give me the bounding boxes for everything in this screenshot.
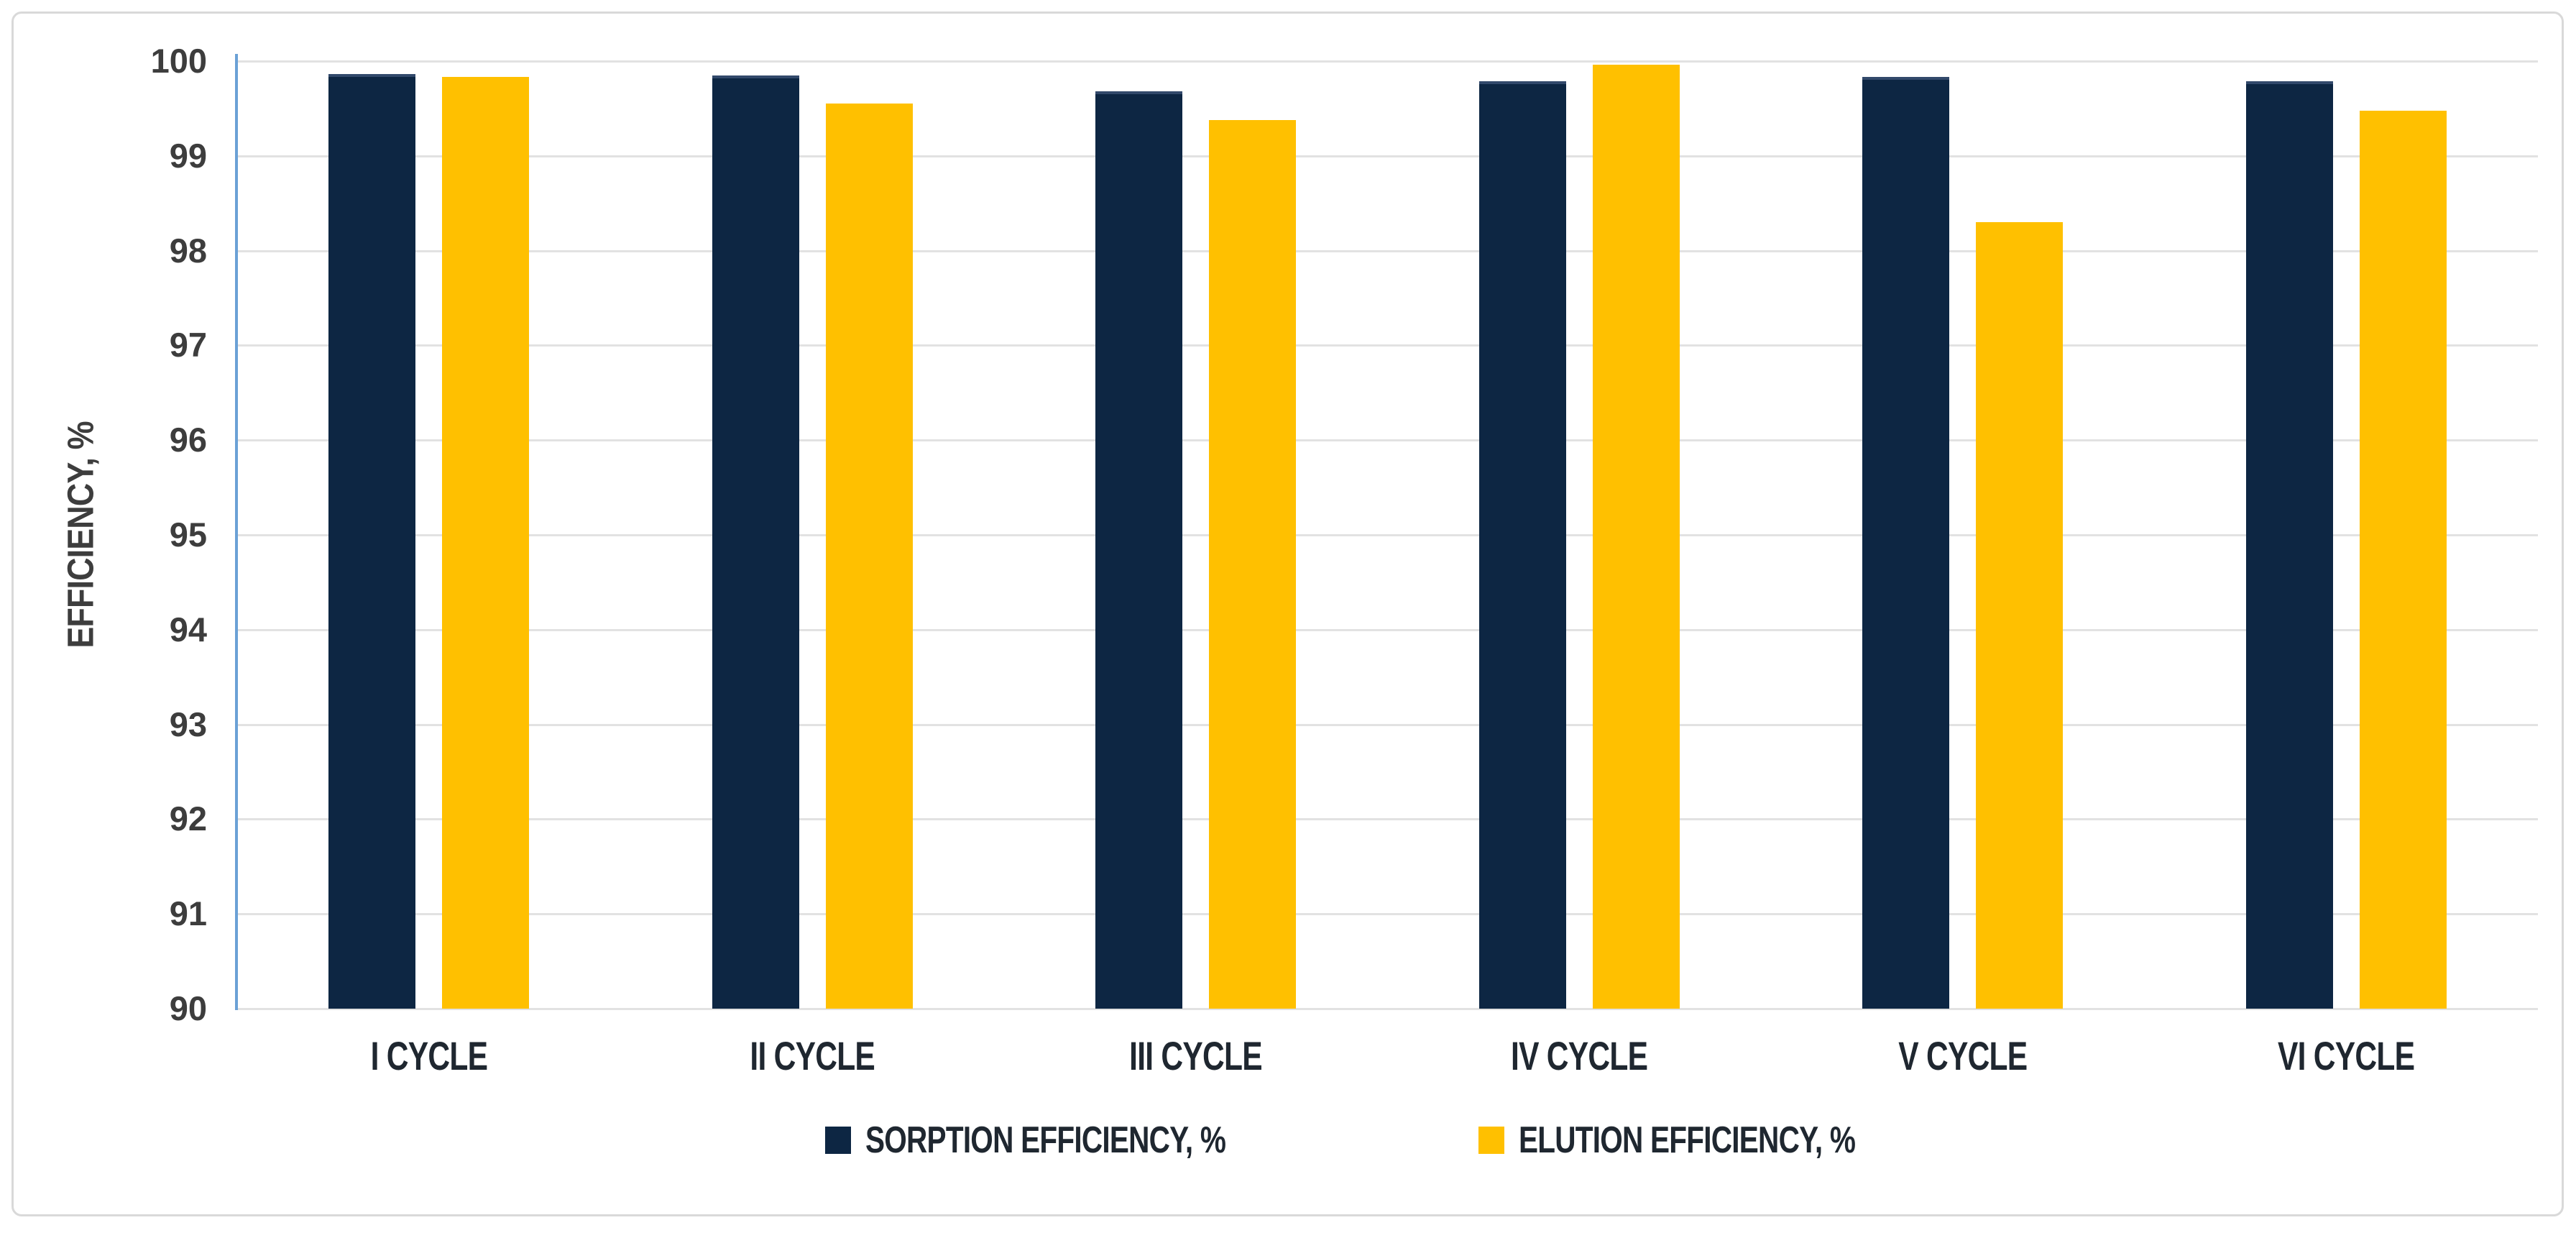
elution-bar-2 [825, 104, 913, 1009]
y-axis-line [235, 54, 238, 1010]
x-axis-label-text: I CYCLE [370, 1033, 488, 1078]
gridline [237, 439, 2538, 442]
legend-label-sorption: SORPTION EFFICIENCY, % [865, 1119, 1226, 1161]
gridline [237, 818, 2538, 821]
y-tick-label: 93 [169, 705, 207, 743]
bar-group-3 [1004, 61, 1388, 1009]
y-tick-label: 100 [150, 42, 207, 80]
gridline [237, 155, 2538, 157]
gridline [237, 1008, 2538, 1010]
sorption-swatch-icon [825, 1127, 852, 1154]
x-axis-label: IV CYCLE [1388, 1032, 1772, 1079]
legend-item-sorption: SORPTION EFFICIENCY, % [825, 1119, 1328, 1162]
gridline [237, 628, 2538, 631]
y-tick-label: 98 [169, 231, 207, 270]
y-tick-label: 94 [169, 610, 207, 648]
y-tick-label: 91 [169, 894, 207, 933]
x-axis-label: VI CYCLE [2155, 1032, 2539, 1079]
y-tick-labels: 100 99 98 97 96 95 94 93 92 91 90 [14, 44, 207, 1026]
x-axis-label: II CYCLE [621, 1032, 1005, 1079]
x-axis-label-text: V CYCLE [1898, 1033, 2028, 1078]
gridline [237, 913, 2538, 916]
sorption-bar-1 [328, 74, 416, 1009]
x-axis-label: V CYCLE [1771, 1032, 2155, 1079]
sorption-bar-4 [1478, 81, 1566, 1009]
elution-bar-3 [1209, 119, 1297, 1009]
gridline [237, 344, 2538, 347]
gridline [237, 723, 2538, 726]
elution-bar-5 [1976, 222, 2064, 1009]
legend-label-elution: ELUTION EFFICIENCY, % [1518, 1119, 1856, 1161]
x-axis-labels: I CYCLE II CYCLE III CYCLE IV CYCLE V CYCLE V… [237, 1032, 2538, 1079]
gridline [237, 534, 2538, 536]
sorption-bar-2 [712, 75, 799, 1009]
gridline [237, 60, 2538, 63]
x-axis-label-text: II CYCLE [750, 1033, 875, 1078]
bar-group-2 [621, 61, 1005, 1009]
elution-swatch-icon [1478, 1127, 1504, 1154]
legend-item-elution: ELUTION EFFICIENCY, % [1478, 1119, 1950, 1162]
legend: SORPTION EFFICIENCY, % ELUTION EFFICIENC… [237, 1119, 2538, 1162]
bar-group-4 [1388, 61, 1772, 1009]
y-tick-label: 99 [169, 136, 207, 175]
x-axis-label-text: IV CYCLE [1511, 1033, 1648, 1078]
y-tick-label: 95 [169, 515, 207, 554]
elution-bar-4 [1592, 65, 1680, 1009]
sorption-bar-5 [1862, 77, 1950, 1009]
bar-groups [237, 61, 2538, 1009]
bar-group-6 [2155, 61, 2539, 1009]
sorption-bar-3 [1095, 91, 1183, 1009]
gridline [237, 249, 2538, 252]
x-axis-label: III CYCLE [1004, 1032, 1388, 1079]
y-tick-label: 90 [169, 989, 207, 1027]
elution-bar-1 [442, 77, 530, 1009]
x-axis-label-text: VI CYCLE [2278, 1033, 2415, 1078]
elution-bar-6 [2359, 110, 2447, 1009]
bar-group-5 [1771, 61, 2155, 1009]
bar-group-1 [237, 61, 621, 1009]
x-axis-label-text: III CYCLE [1129, 1033, 1263, 1078]
x-axis-label: I CYCLE [237, 1032, 621, 1079]
y-tick-label: 92 [169, 799, 207, 838]
sorption-bar-6 [2245, 81, 2333, 1009]
y-tick-label: 97 [169, 326, 207, 364]
y-tick-label: 96 [169, 421, 207, 459]
plot-area [235, 54, 2538, 1010]
